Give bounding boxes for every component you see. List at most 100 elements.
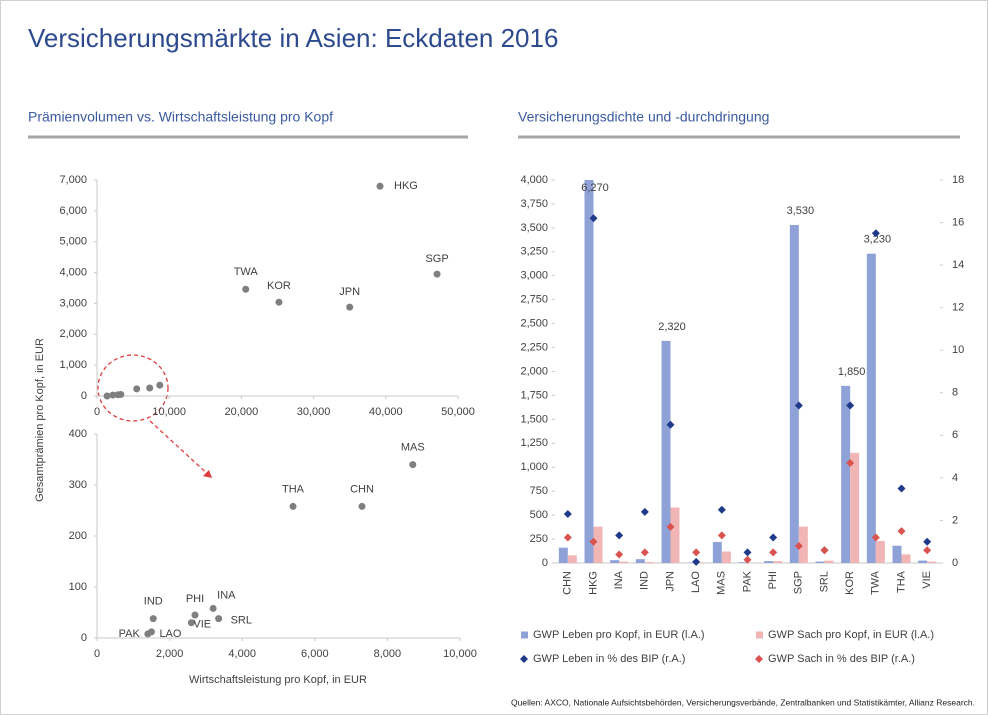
point-label: PHI xyxy=(186,593,204,605)
marker xyxy=(589,214,598,223)
point xyxy=(133,385,141,393)
y2-tick-label: 6 xyxy=(952,429,958,441)
x-tick-label: HKG xyxy=(587,571,599,595)
x-tick-label: 8,000 xyxy=(374,648,402,660)
x-tick-label: LAO xyxy=(690,571,702,593)
bar xyxy=(866,253,876,564)
source: Quellen: AXCO, Nationale Aufsichtsbehörd… xyxy=(511,697,975,707)
bar xyxy=(773,561,783,563)
point xyxy=(149,615,157,623)
bar xyxy=(815,561,825,563)
marker xyxy=(923,546,932,555)
marker xyxy=(820,546,829,555)
x-tick-label: 40,000 xyxy=(369,406,403,418)
value-label: 2,320 xyxy=(658,321,686,333)
marker xyxy=(846,458,855,467)
point-label: SRL xyxy=(231,615,252,627)
x-tick-label: CHN xyxy=(562,571,574,595)
bar xyxy=(901,554,911,563)
point xyxy=(358,502,366,510)
x-tick-label: 4,000 xyxy=(228,648,256,660)
bar xyxy=(584,180,594,563)
y-tick-label: 1,500 xyxy=(520,413,548,425)
marker xyxy=(846,401,855,410)
point-label: MAS xyxy=(401,442,425,454)
bar xyxy=(558,547,568,563)
y-tick-label: 5,000 xyxy=(59,236,87,248)
marker xyxy=(743,555,752,564)
bar xyxy=(644,562,654,563)
marker xyxy=(615,531,624,540)
marker xyxy=(589,537,598,546)
point-label: CHN xyxy=(350,483,374,495)
bar xyxy=(610,560,620,563)
y-tick-label: 1,000 xyxy=(520,461,548,473)
y-axis-label: Gesamtprämien pro Kopf, in EUR xyxy=(34,338,46,502)
marker xyxy=(640,507,649,516)
y-tick-label: 100 xyxy=(69,581,87,593)
point-label: IND xyxy=(144,596,163,608)
point xyxy=(146,384,154,392)
marker xyxy=(640,548,649,557)
y-tick-label: 2,250 xyxy=(520,341,548,353)
x-tick-label: 6,000 xyxy=(301,648,329,660)
legend-label: GWP Sach in % des BIP (r.A.) xyxy=(768,653,915,665)
point xyxy=(242,285,250,293)
point xyxy=(156,381,164,389)
point xyxy=(376,182,384,190)
y-tick-label: 0 xyxy=(542,557,548,569)
bar xyxy=(927,561,937,563)
marker xyxy=(897,527,906,536)
y-tick-label: 500 xyxy=(530,509,548,521)
y-tick-label: 1,000 xyxy=(59,359,87,371)
legend-marker xyxy=(755,655,763,663)
point xyxy=(117,390,125,398)
x-tick-label: PHI xyxy=(767,571,779,589)
marker xyxy=(794,401,803,410)
legend-marker xyxy=(520,655,528,663)
point xyxy=(103,392,111,400)
bar xyxy=(789,225,799,563)
y-tick-label: 2,000 xyxy=(520,365,548,377)
bar xyxy=(875,540,885,563)
bar xyxy=(721,551,731,563)
y-tick-label: 3,750 xyxy=(520,198,548,210)
bar xyxy=(712,541,722,563)
y2-tick-label: 4 xyxy=(952,472,958,484)
y-tick-label: 0 xyxy=(81,632,87,644)
point-label: VIE xyxy=(193,619,211,631)
y2-tick-label: 8 xyxy=(952,387,958,399)
y-tick-label: 3,000 xyxy=(520,270,548,282)
bar xyxy=(619,561,629,563)
value-label: 6,270 xyxy=(581,182,609,194)
y2-tick-label: 10 xyxy=(952,344,964,356)
x-tick-label: INA xyxy=(613,570,625,589)
value-label: 3,530 xyxy=(787,205,815,217)
bar xyxy=(841,385,851,563)
marker xyxy=(666,522,675,531)
y-tick-label: 2,500 xyxy=(520,318,548,330)
point-label: KOR xyxy=(267,280,291,292)
point-label: HKG xyxy=(394,180,418,192)
y2-tick-label: 0 xyxy=(952,557,958,569)
point xyxy=(289,502,297,510)
legend-marker xyxy=(521,631,528,639)
legend-marker xyxy=(756,631,763,639)
point-label: TWA xyxy=(234,266,259,278)
x-tick-label: 0 xyxy=(94,406,100,418)
point xyxy=(191,611,199,619)
point xyxy=(275,298,283,306)
x-tick-label: 10,000 xyxy=(152,406,186,418)
zoom-arrowhead xyxy=(203,470,212,478)
marker xyxy=(897,484,906,493)
y-tick-label: 2,000 xyxy=(59,328,87,340)
point xyxy=(433,270,441,278)
bar xyxy=(892,545,902,563)
y-tick-label: 300 xyxy=(69,479,87,491)
y-tick-label: 200 xyxy=(69,530,87,542)
value-label: 1,850 xyxy=(838,366,866,378)
point-label: JPN xyxy=(339,286,360,298)
y-tick-label: 3,500 xyxy=(520,222,548,234)
y-tick-label: 750 xyxy=(530,485,548,497)
